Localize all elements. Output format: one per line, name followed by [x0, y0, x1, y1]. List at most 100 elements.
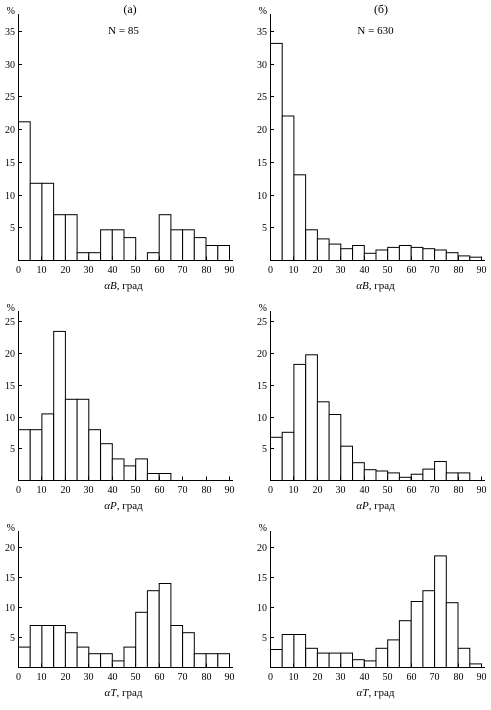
x-tick-label: 80: [454, 672, 464, 683]
x-tick-label: 0: [16, 485, 21, 496]
x-tick-label: 50: [383, 672, 393, 683]
histogram-bar: [18, 646, 31, 668]
histogram-bar: [170, 229, 184, 262]
histogram-bar: [352, 462, 365, 482]
y-tick-label: 5: [10, 223, 15, 234]
x-tick-label: 40: [108, 265, 118, 276]
histogram-bar: [158, 583, 172, 668]
y-tick-label: 30: [257, 60, 267, 71]
x-tick-label: 0: [268, 485, 273, 496]
panel-a1: 5 10 15 20 25 30 35 0 10 20 30 40 50 60 70 80 90% N = 85 α…: [5, 6, 235, 292]
y-tick-label: 10: [257, 413, 267, 424]
histogram-bar: [387, 639, 400, 669]
histogram-bar: [293, 634, 307, 668]
x-tick-label: 80: [454, 485, 464, 496]
x-tick-label: 70: [430, 672, 440, 683]
histogram-bar: [182, 632, 195, 669]
x-axis-label-unit: , град: [369, 280, 395, 292]
histogram-bar: [281, 634, 295, 668]
x-tick-label: 30: [84, 485, 94, 496]
histogram-bar: [340, 652, 353, 668]
x-axis-label: αB, град: [356, 280, 395, 292]
y-tick-label: 15: [257, 573, 267, 584]
x-tick-label: 80: [202, 672, 212, 683]
histogram-bar: [457, 472, 471, 481]
histogram-bar: [53, 214, 66, 261]
histogram-bar: [363, 660, 377, 669]
histogram-bar: [387, 246, 400, 261]
y-tick-label: 10: [5, 191, 15, 202]
x-tick-label: 0: [268, 265, 273, 276]
histogram-bar: [158, 473, 172, 481]
histogram-bar: [64, 398, 78, 481]
histogram-bar: [293, 363, 307, 481]
histogram-bar: [88, 429, 102, 482]
y-tick-label: 15: [257, 381, 267, 392]
histogram-bar: [205, 245, 219, 261]
histogram-bar: [146, 473, 160, 481]
x-tick-label: 30: [84, 672, 94, 683]
histogram-bar: [340, 445, 353, 482]
y-unit-label: %: [259, 303, 267, 314]
x-tick-label: 90: [477, 265, 487, 276]
y-tick-label: 20: [5, 543, 15, 554]
histogram-bar: [135, 611, 148, 668]
x-axis-label-symbol: αB: [356, 280, 369, 292]
x-axis-label-unit: , град: [117, 500, 143, 512]
x-tick-label: 10: [289, 485, 299, 496]
histogram-bar: [100, 443, 113, 482]
x-tick-label: 10: [37, 265, 47, 276]
histogram-bar: [316, 238, 330, 261]
x-tick-label: 50: [131, 265, 141, 276]
histogram-bar: [398, 245, 412, 261]
x-tick-label: 70: [178, 672, 188, 683]
histogram-bar: [469, 663, 482, 669]
x-tick-label: 70: [178, 485, 188, 496]
x-tick-label: 90: [225, 265, 235, 276]
histogram-bar: [41, 182, 55, 261]
y-tick-label: 25: [5, 317, 15, 328]
x-tick-label: 50: [131, 485, 141, 496]
histogram-bar: [170, 625, 184, 668]
column-header-b: (б): [374, 2, 388, 16]
x-axis-label-symbol: αP: [104, 500, 117, 512]
y-unit-label: %: [259, 523, 267, 534]
x-tick-label: 80: [202, 265, 212, 276]
histogram-bar: [316, 652, 330, 668]
y-tick-label: 20: [257, 349, 267, 360]
x-tick-label: 50: [131, 672, 141, 683]
histogram-bar: [445, 252, 459, 261]
histogram-bar: [457, 255, 471, 261]
x-tick-label: 20: [61, 265, 71, 276]
histogram-bar: [352, 659, 365, 669]
sample-size-label: N = 85: [108, 25, 139, 37]
x-tick-label: 80: [454, 265, 464, 276]
x-tick-label: 70: [430, 265, 440, 276]
y-tick-label: 10: [5, 413, 15, 424]
histogram-bar: [64, 214, 78, 261]
x-tick-label: 40: [108, 485, 118, 496]
x-tick-label: 30: [336, 265, 346, 276]
histogram-bar: [305, 647, 318, 668]
histogram-bar: [76, 252, 90, 261]
histogram-bar: [375, 249, 389, 261]
histogram-bar: [293, 174, 307, 261]
histogram-bar: [123, 646, 137, 668]
panel-b1: 5 10 15 20 25 30 35 0 10 20 30 40 50 60 70 80 90% N = 630…: [257, 6, 487, 292]
x-tick-label: 0: [16, 672, 21, 683]
x-tick-label: 90: [477, 672, 487, 683]
histogram-bar: [281, 431, 295, 481]
x-tick-label: 0: [16, 265, 21, 276]
histogram-bar: [270, 436, 283, 481]
histogram-bar: [18, 121, 31, 261]
histogram-bar: [445, 602, 459, 669]
x-tick-label: 30: [336, 485, 346, 496]
histogram-bar: [100, 229, 113, 262]
histogram-bar: [217, 653, 231, 669]
y-unit-label: %: [7, 6, 15, 17]
y-unit-label: %: [259, 6, 267, 17]
histogram-bar: [53, 625, 66, 668]
y-tick-label: 5: [262, 223, 267, 234]
histogram-bar: [316, 401, 330, 481]
x-tick-label: 60: [155, 265, 165, 276]
